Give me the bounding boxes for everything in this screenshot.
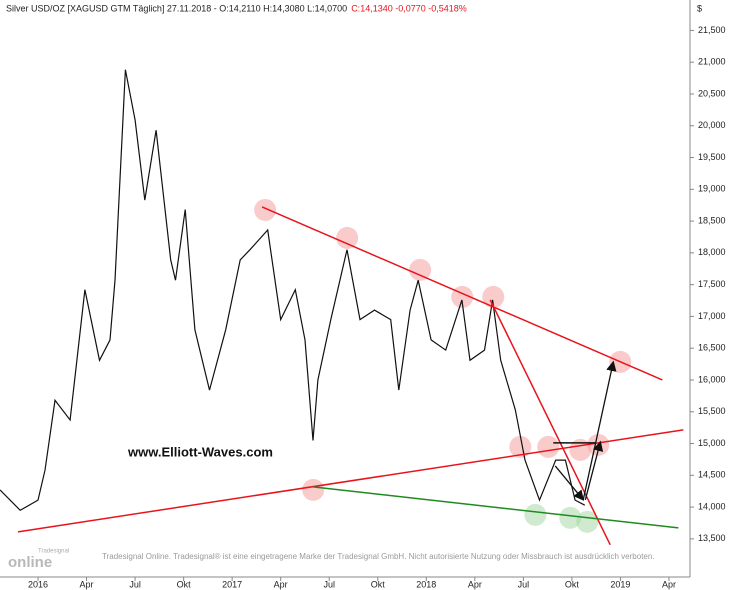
arrow xyxy=(582,360,617,500)
trendline xyxy=(17,429,684,533)
highlight xyxy=(559,506,582,529)
footer: Tradesignal Online. Tradesignal® ist ein… xyxy=(102,552,655,561)
x-tick-label: 2016 xyxy=(28,579,48,589)
price-line xyxy=(0,69,586,512)
trendline xyxy=(312,486,679,529)
x-tick-label: 2019 xyxy=(610,579,630,589)
logo: online xyxy=(8,554,52,571)
chart-change: C:14,1340 -0,0770 -0,5418% xyxy=(351,3,467,13)
highlight xyxy=(336,226,359,249)
y-tick-label: 15,000 xyxy=(698,438,726,448)
y-tick-label: 16,500 xyxy=(698,343,726,353)
x-tick-label: Apr xyxy=(662,579,676,589)
watermark: www.Elliott-Waves.com xyxy=(127,444,273,459)
highlight xyxy=(482,285,505,308)
trendline xyxy=(489,299,611,546)
y-tick-label: 21,500 xyxy=(698,25,726,35)
y-tick-label: 13,500 xyxy=(698,533,726,543)
x-tick-label: Apr xyxy=(468,579,482,589)
x-tick-label: Jul xyxy=(129,579,141,589)
x-tick-label: Jul xyxy=(518,579,530,589)
x-tick-label: Apr xyxy=(274,579,288,589)
x-tick-label: 2017 xyxy=(222,579,242,589)
marks xyxy=(0,69,684,546)
arrow xyxy=(554,465,585,501)
y-tick-label: 16,000 xyxy=(698,374,726,384)
arrow xyxy=(584,440,604,501)
x-tick-label: Okt xyxy=(371,579,386,589)
trendline xyxy=(261,206,663,381)
highlight xyxy=(254,198,277,221)
y-tick-label: 18,500 xyxy=(698,215,726,225)
highlight xyxy=(509,435,532,458)
highlight xyxy=(537,435,560,458)
y-tick-label: 20,500 xyxy=(698,88,726,98)
highlight xyxy=(302,478,325,501)
y-tick-label: 19,000 xyxy=(698,184,726,194)
y-tick-label: 21,000 xyxy=(698,57,726,67)
y-tick-label: 20,000 xyxy=(698,120,726,130)
y-tick-label: 19,500 xyxy=(698,152,726,162)
y-tick-label: 18,000 xyxy=(698,247,726,257)
highlight xyxy=(409,258,432,281)
chart-title: Silver USD/OZ [XAGUSD GTM Täglich] 27.11… xyxy=(6,3,347,13)
y-tick-label: 14,000 xyxy=(698,501,726,511)
y-tick-label: 15,500 xyxy=(698,406,726,416)
y-tick-label: 17,000 xyxy=(698,311,726,321)
x-tick-label: Okt xyxy=(177,579,192,589)
x-tick-label: 2018 xyxy=(416,579,436,589)
highlight xyxy=(524,503,547,526)
y-tick-label: 14,500 xyxy=(698,470,726,480)
logo-small: Tradesignal xyxy=(38,549,69,555)
y-unit: $ xyxy=(697,3,702,13)
x-tick-label: Apr xyxy=(80,579,94,589)
x-tick-label: Okt xyxy=(565,579,580,589)
x-tick-label: Jul xyxy=(323,579,335,589)
y-tick-label: 17,500 xyxy=(698,279,726,289)
